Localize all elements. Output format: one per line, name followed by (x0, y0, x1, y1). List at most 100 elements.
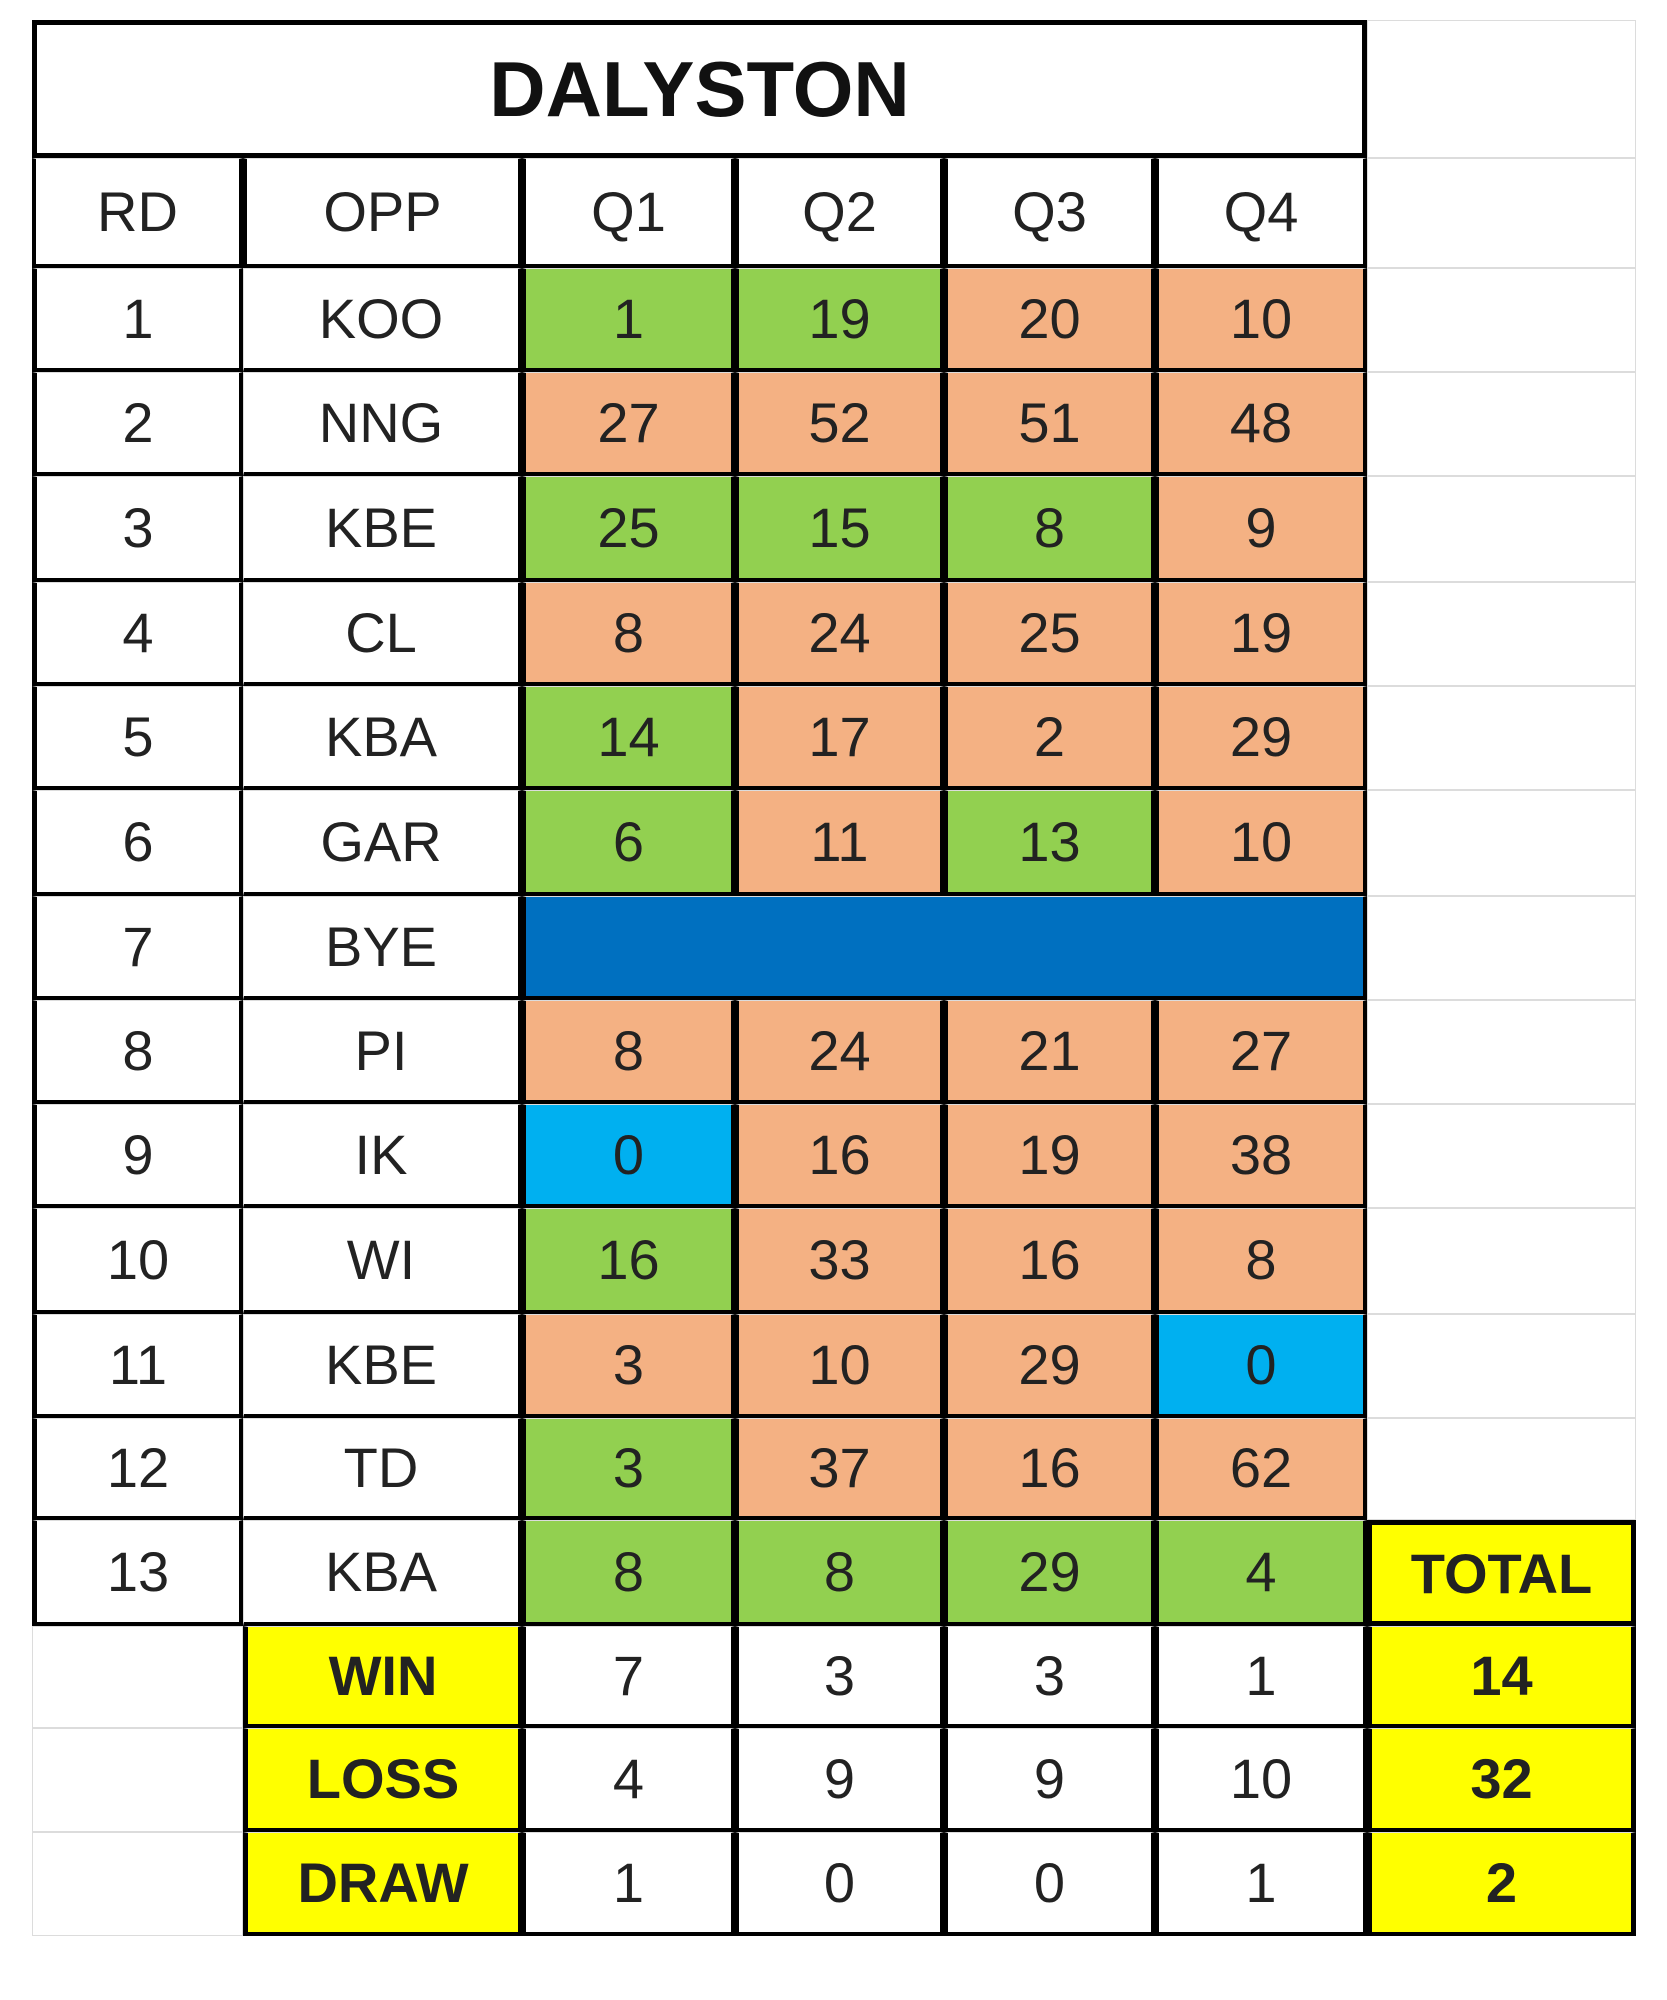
quarter-score-draw[interactable]: 0 (1155, 1314, 1367, 1418)
quarter-score-loss[interactable]: 48 (1155, 372, 1367, 476)
quarter-score-loss[interactable]: 29 (944, 1314, 1155, 1418)
empty-cell[interactable] (1367, 268, 1636, 372)
round-number[interactable]: 6 (32, 790, 243, 896)
quarter-score-loss[interactable]: 21 (944, 1000, 1155, 1104)
quarter-score-win[interactable]: 3 (522, 1418, 735, 1520)
quarter-score-win[interactable]: 14 (522, 686, 735, 790)
quarter-score-loss[interactable]: 24 (735, 1000, 944, 1104)
summary-count[interactable]: 9 (735, 1728, 944, 1832)
summary-count[interactable]: 1 (522, 1832, 735, 1936)
round-number[interactable]: 12 (32, 1418, 243, 1520)
quarter-score-loss[interactable]: 16 (735, 1104, 944, 1208)
empty-cell[interactable] (1367, 1000, 1636, 1104)
header-q1[interactable]: Q1 (522, 158, 735, 268)
quarter-score-loss[interactable]: 16 (944, 1208, 1155, 1314)
empty-cell[interactable] (1367, 1208, 1636, 1314)
quarter-score-win[interactable]: 29 (944, 1520, 1155, 1626)
round-number[interactable]: 2 (32, 372, 243, 476)
summary-count[interactable]: 7 (522, 1626, 735, 1728)
round-number[interactable]: 8 (32, 1000, 243, 1104)
quarter-score-win[interactable]: 19 (735, 268, 944, 372)
empty-cell[interactable] (1367, 158, 1636, 268)
summary-count[interactable]: 1 (1155, 1832, 1367, 1936)
summary-count[interactable]: 3 (735, 1626, 944, 1728)
quarter-score-win[interactable]: 8 (735, 1520, 944, 1626)
quarter-score-loss[interactable]: 33 (735, 1208, 944, 1314)
empty-cell[interactable] (1367, 686, 1636, 790)
quarter-score-win[interactable]: 8 (522, 1520, 735, 1626)
empty-cell[interactable] (1367, 582, 1636, 686)
quarter-score-win[interactable]: 16 (522, 1208, 735, 1314)
quarter-score-loss[interactable]: 3 (522, 1314, 735, 1418)
quarter-score-loss[interactable]: 27 (522, 372, 735, 476)
header-opp[interactable]: OPP (243, 158, 522, 268)
opponent-cell[interactable]: KBA (243, 1520, 522, 1626)
summary-count[interactable]: 10 (1155, 1728, 1367, 1832)
quarter-score-loss[interactable]: 10 (1155, 790, 1367, 896)
quarter-score-loss[interactable]: 10 (735, 1314, 944, 1418)
quarter-score-loss[interactable]: 25 (944, 582, 1155, 686)
opponent-cell[interactable]: KBE (243, 476, 522, 582)
empty-cell[interactable] (1367, 20, 1636, 158)
opponent-cell[interactable]: GAR (243, 790, 522, 896)
empty-cell[interactable] (1367, 790, 1636, 896)
quarter-score-win[interactable]: 25 (522, 476, 735, 582)
round-number[interactable]: 7 (32, 896, 243, 1000)
summary-label-draw[interactable]: DRAW (243, 1832, 522, 1936)
round-number[interactable]: 4 (32, 582, 243, 686)
quarter-score-loss[interactable]: 24 (735, 582, 944, 686)
quarter-score-win[interactable]: 8 (944, 476, 1155, 582)
sheet-title[interactable]: DALYSTON (32, 20, 1367, 158)
total-header[interactable]: TOTAL (1367, 1520, 1636, 1626)
quarter-score-loss[interactable]: 10 (1155, 268, 1367, 372)
summary-total[interactable]: 32 (1367, 1728, 1636, 1832)
quarter-score-draw[interactable]: 0 (522, 1104, 735, 1208)
quarter-score-loss[interactable]: 8 (1155, 1208, 1367, 1314)
summary-count[interactable]: 3 (944, 1626, 1155, 1728)
quarter-score-win[interactable]: 6 (522, 790, 735, 896)
opponent-cell[interactable]: TD (243, 1418, 522, 1520)
quarter-score-win[interactable]: 13 (944, 790, 1155, 896)
quarter-score-loss[interactable]: 62 (1155, 1418, 1367, 1520)
quarter-score-loss[interactable]: 19 (944, 1104, 1155, 1208)
quarter-score-loss[interactable]: 29 (1155, 686, 1367, 790)
summary-total[interactable]: 14 (1367, 1626, 1636, 1728)
opponent-cell[interactable]: KBE (243, 1314, 522, 1418)
header-q4[interactable]: Q4 (1155, 158, 1367, 268)
header-rd[interactable]: RD (32, 158, 243, 268)
quarter-score-loss[interactable]: 51 (944, 372, 1155, 476)
quarter-score-loss[interactable]: 9 (1155, 476, 1367, 582)
round-number[interactable]: 3 (32, 476, 243, 582)
bye-bar[interactable] (522, 896, 1367, 1000)
quarter-score-loss[interactable]: 19 (1155, 582, 1367, 686)
opponent-cell[interactable]: PI (243, 1000, 522, 1104)
header-q2[interactable]: Q2 (735, 158, 944, 268)
empty-cell[interactable] (1367, 476, 1636, 582)
empty-cell[interactable] (32, 1832, 243, 1936)
round-number[interactable]: 11 (32, 1314, 243, 1418)
quarter-score-win[interactable]: 4 (1155, 1520, 1367, 1626)
empty-cell[interactable] (1367, 1104, 1636, 1208)
quarter-score-loss[interactable]: 11 (735, 790, 944, 896)
empty-cell[interactable] (1367, 372, 1636, 476)
quarter-score-loss[interactable]: 2 (944, 686, 1155, 790)
opponent-cell[interactable]: IK (243, 1104, 522, 1208)
summary-count[interactable]: 9 (944, 1728, 1155, 1832)
header-q3[interactable]: Q3 (944, 158, 1155, 268)
summary-count[interactable]: 0 (944, 1832, 1155, 1936)
round-number[interactable]: 1 (32, 268, 243, 372)
empty-cell[interactable] (1367, 1314, 1636, 1418)
quarter-score-loss[interactable]: 8 (522, 582, 735, 686)
summary-label-loss[interactable]: LOSS (243, 1728, 522, 1832)
quarter-score-loss[interactable]: 27 (1155, 1000, 1367, 1104)
opponent-cell[interactable]: NNG (243, 372, 522, 476)
empty-cell[interactable] (32, 1626, 243, 1728)
summary-count[interactable]: 4 (522, 1728, 735, 1832)
quarter-score-loss[interactable]: 20 (944, 268, 1155, 372)
quarter-score-loss[interactable]: 17 (735, 686, 944, 790)
opponent-cell[interactable]: WI (243, 1208, 522, 1314)
round-number[interactable]: 5 (32, 686, 243, 790)
quarter-score-loss[interactable]: 8 (522, 1000, 735, 1104)
empty-cell[interactable] (1367, 896, 1636, 1000)
quarter-score-loss[interactable]: 37 (735, 1418, 944, 1520)
